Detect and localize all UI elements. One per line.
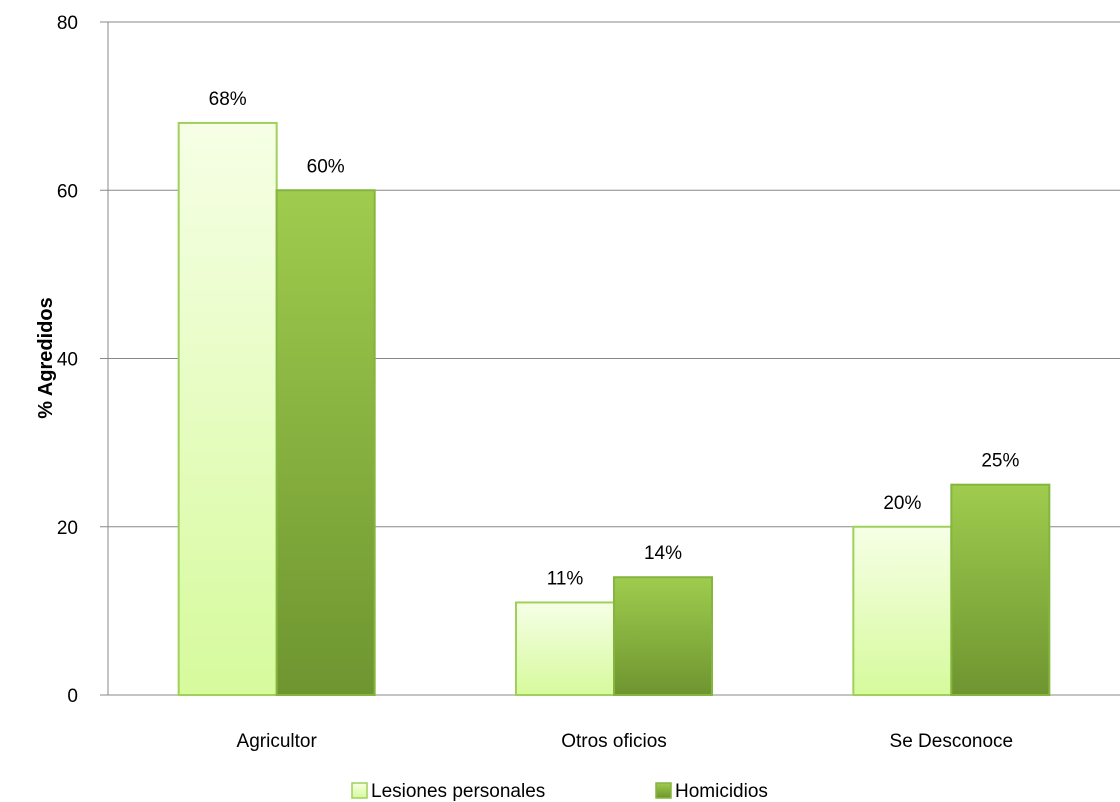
data-label: 25% [981,451,1019,472]
legend-swatch [655,782,672,799]
data-label: 60% [307,156,345,177]
bar-lesiones [177,121,278,696]
bar-homicidios [275,189,376,696]
data-label: 68% [209,89,247,110]
y-axis-label: % Agredidos [35,297,57,419]
y-tick-label: 20 [57,518,78,539]
y-tick-labels: 0 20 40 60 80 [57,13,78,707]
data-label: 11% [547,568,584,589]
x-tick-label: Agricultor [237,731,318,752]
data-labels: 68% 60% 11% 14% 20% 25% [209,89,1020,590]
bar-lesiones [852,525,953,696]
y-tick-label: 80 [57,13,78,34]
x-tick-labels: Agricultor Otros oficios Se Desconoce [237,731,1014,752]
data-label: 20% [883,493,921,514]
x-tick-label: Se Desconoce [890,731,1014,752]
data-label: 14% [644,543,682,564]
legend-label: Lesiones personales [371,781,545,802]
y-tick-label: 40 [57,350,78,371]
bar-homicidios [613,576,713,696]
bars [177,121,1051,697]
legend-label: Homicidios [675,781,768,802]
y-tick-label: 0 [67,686,78,707]
legend: Lesiones personales Homicidios [351,781,768,802]
legend-swatch [351,782,368,799]
y-tick-label: 60 [57,181,78,202]
x-tick-label: Otros oficios [561,731,667,752]
bar-homicidios [950,483,1051,696]
bar-lesiones [515,601,615,697]
